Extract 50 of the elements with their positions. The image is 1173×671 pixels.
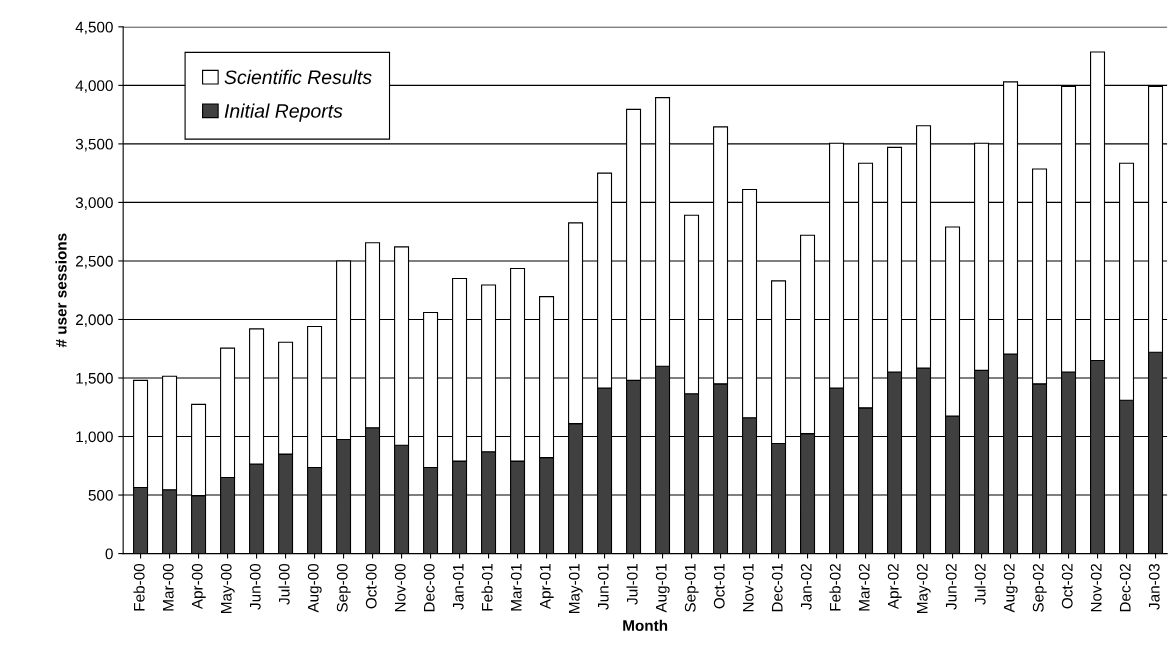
y-tick-label: 3,500 [75,138,113,152]
x-tick-label: May-02 [916,564,931,613]
x-tick-label: Jul-00 [278,563,290,605]
y-tick-label: 500 [88,489,113,501]
x-tick-label: Jun-01 [597,564,609,610]
x-tick-label: Jan-02 [800,564,812,610]
x-tick-label: Mar-01 [510,564,522,611]
x-tick-label: May-01 [568,564,583,613]
y-tick-label: 2,000 [75,314,113,327]
x-tick-label: Sep-00 [336,563,351,612]
x-tick-label: Jan-01 [452,564,464,610]
y-tick-label: 0 [105,548,113,560]
x-tick-label: Jun-02 [945,564,957,610]
y-tick-label: 4,500 [75,21,113,35]
x-tick-label: Jul-01 [626,564,638,605]
x-tick-label: Mar-02 [858,564,870,611]
y-tick-label: 2,500 [75,255,113,269]
x-tick-label: Apr-02 [887,564,902,610]
x-tick-label: Aug-00 [307,563,322,613]
y-tick-label: 3,000 [75,197,113,210]
x-tick-label: Apr-01 [539,564,554,610]
x-tick-label: Dec-00 [423,563,435,612]
y-tick-label: 1,500 [76,372,113,386]
x-tick-label: Dec-01 [771,564,783,612]
legend-label: Initial Reports [224,103,343,122]
x-axis-title: Month [623,619,668,632]
x-tick-label: Aug-02 [1003,564,1018,613]
x-tick-label: Sep-01 [684,564,699,612]
x-tick-label: Nov-02 [1090,564,1102,612]
x-tick-label: Dec-02 [1119,564,1131,612]
x-tick-label: Nov-01 [742,564,754,612]
x-tick-label: Mar-00 [162,563,174,611]
x-tick-label: Nov-00 [394,563,406,612]
x-tick-label: Aug-01 [655,564,670,613]
x-tick-label: Sep-02 [1032,564,1047,612]
x-tick-label: Apr-00 [191,563,206,610]
x-tick-label: Oct-01 [713,564,725,609]
x-tick-label: Oct-00 [365,563,377,609]
x-tick-label: Jun-00 [249,563,261,610]
y-tick-label: 4,000 [75,80,113,93]
y-axis-title: # user sessions [55,233,67,348]
legend-label: Scientific Results [224,69,372,85]
x-tick-label: Feb-00 [133,563,145,611]
x-tick-label: May-00 [220,563,235,613]
x-tick-label: Oct-02 [1061,564,1073,609]
x-tick-label: Jul-02 [974,564,986,605]
x-tick-label: Jan-03 [1148,563,1160,610]
x-tick-label: Feb-02 [829,564,841,611]
y-tick-label: 1,000 [76,431,113,445]
x-tick-label: Feb-01 [481,564,493,611]
